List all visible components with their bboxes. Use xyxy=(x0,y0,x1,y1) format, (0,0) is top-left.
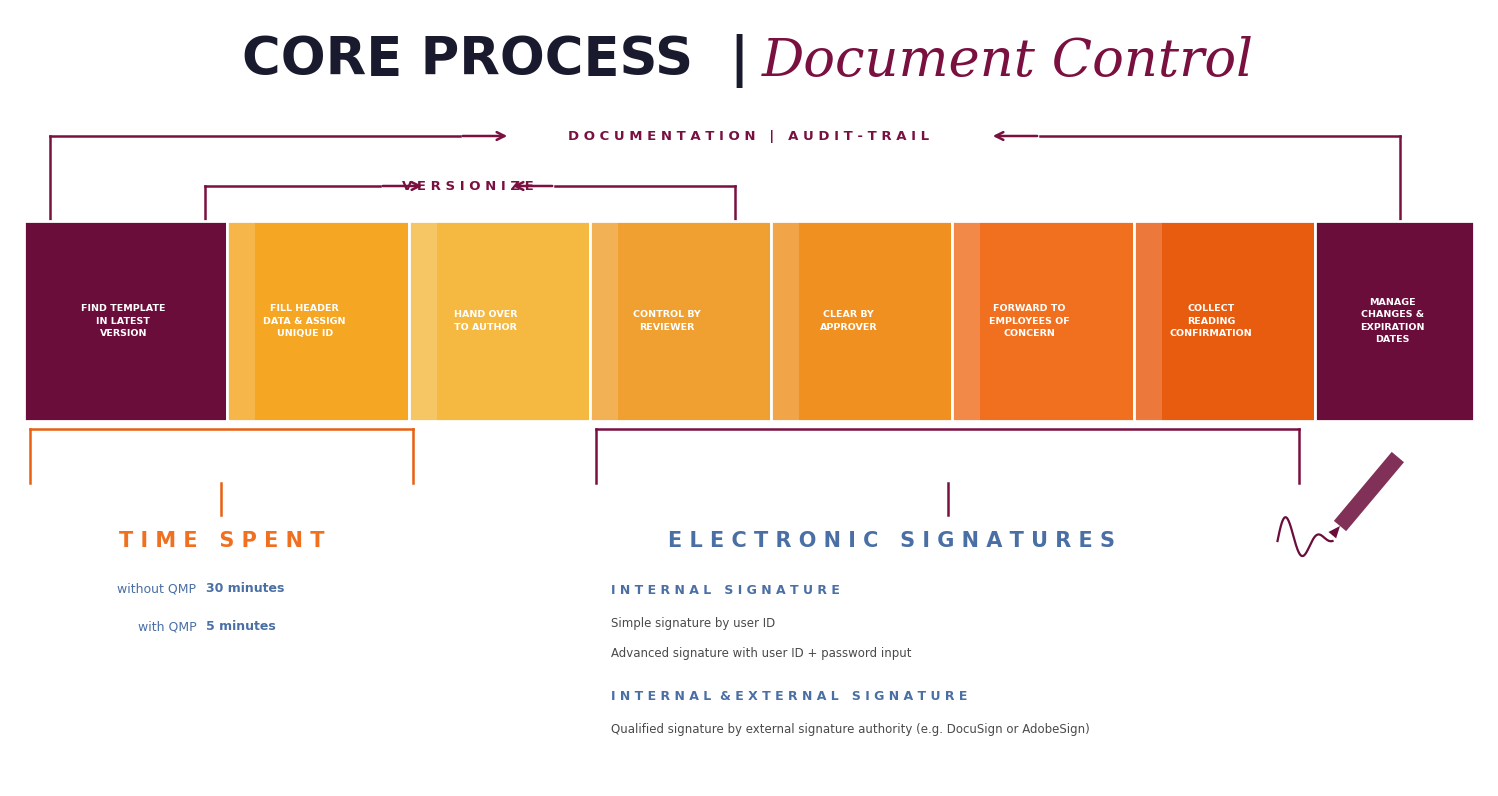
Polygon shape xyxy=(1333,452,1404,531)
Text: CONTROL BY
REVIEWER: CONTROL BY REVIEWER xyxy=(634,310,701,332)
Text: FIND TEMPLATE
IN LATEST
VERSION: FIND TEMPLATE IN LATEST VERSION xyxy=(81,304,166,338)
Polygon shape xyxy=(228,221,409,421)
Polygon shape xyxy=(771,221,798,421)
Text: CORE PROCESS  |: CORE PROCESS | xyxy=(241,34,749,88)
Text: I N T E R N A L   S I G N A T U R E: I N T E R N A L S I G N A T U R E xyxy=(611,584,840,598)
Text: with QMP: with QMP xyxy=(138,621,196,634)
Text: Document Control: Document Control xyxy=(762,36,1254,87)
Polygon shape xyxy=(1315,221,1474,421)
Text: T I M E   S P E N T: T I M E S P E N T xyxy=(118,531,324,551)
Polygon shape xyxy=(590,221,771,421)
Polygon shape xyxy=(1134,221,1161,421)
Text: FORWARD TO
EMPLOYEES OF
CONCERN: FORWARD TO EMPLOYEES OF CONCERN xyxy=(989,304,1070,338)
Text: MANAGE
CHANGES &
EXPIRATION
DATES: MANAGE CHANGES & EXPIRATION DATES xyxy=(1360,298,1425,344)
Text: 30 minutes: 30 minutes xyxy=(207,583,285,595)
Text: COLLECT
READING
CONFIRMATION: COLLECT READING CONFIRMATION xyxy=(1170,304,1252,338)
Text: 5 minutes: 5 minutes xyxy=(207,621,276,634)
Polygon shape xyxy=(409,221,590,421)
Polygon shape xyxy=(228,221,255,421)
Polygon shape xyxy=(771,221,953,421)
Text: Qualified signature by external signature authority (e.g. DocuSign or AdobeSign): Qualified signature by external signatur… xyxy=(611,723,1091,736)
Text: E L E C T R O N I C   S I G N A T U R E S: E L E C T R O N I C S I G N A T U R E S xyxy=(668,531,1115,551)
Polygon shape xyxy=(953,221,1134,421)
Polygon shape xyxy=(409,221,436,421)
Text: Advanced signature with user ID + password input: Advanced signature with user ID + passwo… xyxy=(611,647,912,661)
Polygon shape xyxy=(953,221,980,421)
Text: V E R S I O N I Z E: V E R S I O N I Z E xyxy=(401,180,533,193)
Polygon shape xyxy=(1329,526,1341,538)
Polygon shape xyxy=(1134,221,1315,421)
Text: Simple signature by user ID: Simple signature by user ID xyxy=(611,618,776,630)
Text: without QMP: without QMP xyxy=(117,583,196,595)
Text: CLEAR BY
APPROVER: CLEAR BY APPROVER xyxy=(819,310,878,332)
Text: D O C U M E N T A T I O N   |   A U D I T - T R A I L: D O C U M E N T A T I O N | A U D I T - … xyxy=(568,130,930,142)
Text: I N T E R N A L  & E X T E R N A L   S I G N A T U R E: I N T E R N A L & E X T E R N A L S I G … xyxy=(611,689,968,703)
Text: FILL HEADER
DATA & ASSIGN
UNIQUE ID: FILL HEADER DATA & ASSIGN UNIQUE ID xyxy=(264,304,346,338)
Polygon shape xyxy=(24,221,228,421)
Polygon shape xyxy=(590,221,617,421)
Text: HAND OVER
TO AUTHOR: HAND OVER TO AUTHOR xyxy=(454,310,518,332)
